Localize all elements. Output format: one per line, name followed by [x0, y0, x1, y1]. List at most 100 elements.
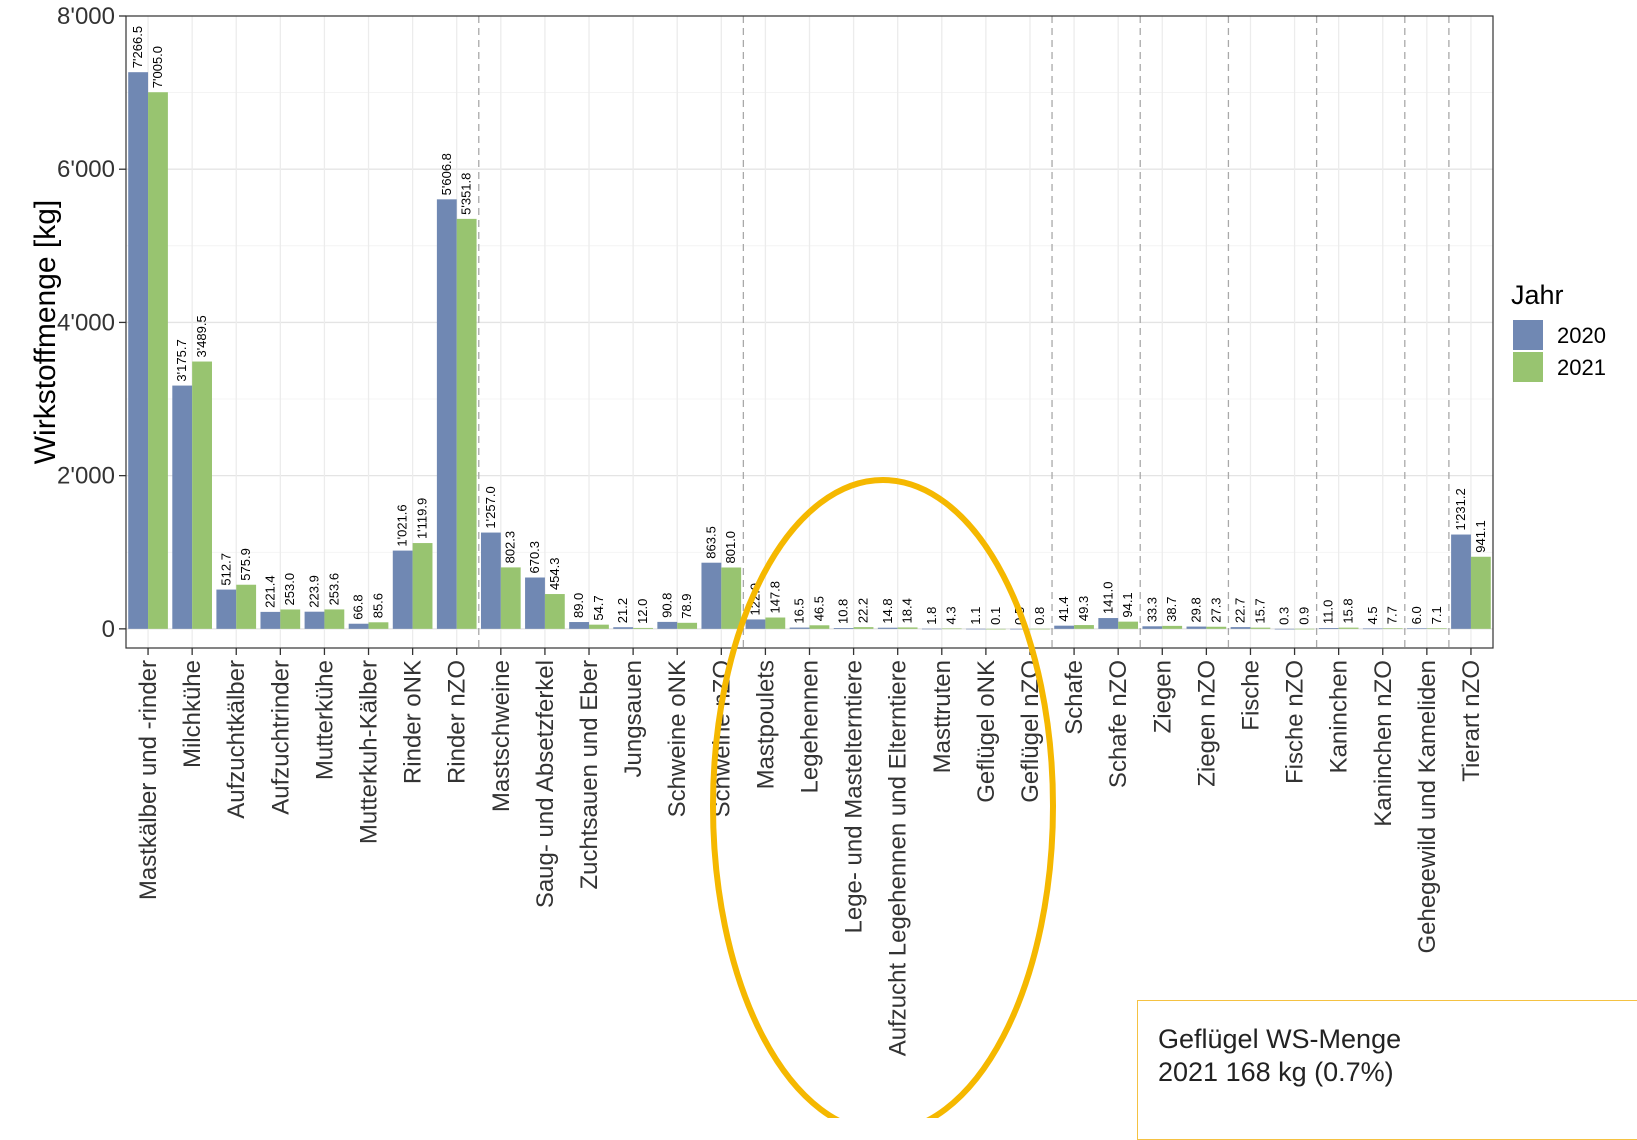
bar-label-2020-27: 0.3 — [1277, 607, 1292, 625]
bar-2020-20 — [966, 628, 986, 630]
bar-label-2020-5: 223.9 — [307, 575, 322, 608]
bar-label-2020-12: 21.2 — [615, 598, 630, 623]
bar-label-2021-5: 253.6 — [326, 573, 341, 606]
bar-label-2020-29: 4.5 — [1365, 606, 1380, 624]
bar-label-2020-10: 670.3 — [527, 541, 542, 574]
bar-label-2021-18: 18.4 — [900, 598, 915, 623]
chart-grid — [126, 15, 1493, 648]
legend-key-2021 — [1513, 352, 1543, 382]
x-tick-label: Fische nZO — [1282, 660, 1309, 784]
bar-label-2020-30: 6.0 — [1409, 606, 1424, 624]
bar-2020-21 — [1010, 628, 1030, 630]
bar-label-2021-21: 0.8 — [1032, 607, 1047, 625]
bar-2021-19 — [941, 628, 962, 630]
bar-2021-22 — [1074, 625, 1094, 629]
bar-2021-29 — [1382, 628, 1403, 629]
bar-2021-28 — [1338, 627, 1359, 629]
bar-2021-30 — [1426, 628, 1447, 629]
bar-label-2021-31: 941.1 — [1473, 520, 1488, 553]
bar-label-2020-13: 90.8 — [659, 593, 674, 618]
bar-2021-12 — [633, 627, 653, 629]
bar-2020-2 — [172, 385, 193, 629]
bar-label-2021-16: 46.5 — [811, 596, 826, 621]
bar-2021-25 — [1206, 626, 1227, 629]
y-tick-label: 2'000 — [57, 463, 115, 490]
x-tick-label: Schafe — [1061, 660, 1088, 735]
legend-label-2021: 2021 — [1557, 355, 1606, 380]
bar-label-2021-2: 3'489.5 — [194, 315, 209, 357]
bar-2021-20 — [985, 628, 1006, 630]
x-tick-label: Legehennen — [797, 660, 824, 793]
bar-label-2020-17: 10.8 — [836, 599, 851, 624]
x-tick-label: Gehegewild und Kameliden — [1414, 660, 1441, 954]
bar-2021-15 — [765, 617, 786, 629]
bar-2020-1 — [128, 72, 149, 629]
group-separators — [478, 16, 1450, 648]
bar-2020-9 — [480, 532, 501, 629]
y-tick-label: 8'000 — [57, 3, 115, 30]
bar-label-2020-22: 41.4 — [1056, 596, 1071, 621]
bar-label-2020-23: 141.0 — [1100, 582, 1115, 615]
bar-2021-6 — [368, 622, 389, 629]
bar-2020-19 — [921, 628, 942, 630]
x-tick-label: Tierart nZO — [1458, 660, 1485, 782]
bar-label-2021-30: 7.1 — [1429, 606, 1444, 624]
bar-2021-11 — [589, 624, 609, 629]
bar-label-2021-27: 0.9 — [1296, 607, 1311, 625]
y-axis-title: Wirkstoffmenge [kg] — [29, 200, 62, 465]
bar-label-2021-26: 15.7 — [1252, 598, 1267, 623]
x-tick-label: Aufzuchtrinder — [267, 660, 294, 815]
bar-label-2021-19: 4.3 — [944, 606, 959, 624]
bar-2020-27 — [1274, 628, 1295, 630]
legend: Jahr 2020 2021 — [1511, 280, 1606, 382]
bar-label-2020-2: 3'175.7 — [174, 339, 189, 381]
x-tick-label: Rinder nZO — [444, 660, 471, 784]
bar-label-2020-14: 863.5 — [703, 526, 718, 559]
bar-2021-27 — [1294, 628, 1315, 630]
bar-label-2020-24: 33.3 — [1144, 597, 1159, 622]
bar-label-2020-8: 5'606.8 — [439, 153, 454, 195]
x-tick-label: Lege- und Mastelterntiere — [841, 660, 868, 934]
bars — [128, 72, 1491, 630]
x-tick-label: Aufzucht Legehennen und Elterntiere — [885, 660, 912, 1056]
bar-2020-12 — [613, 627, 634, 629]
bar-label-2021-20: 0.1 — [988, 607, 1003, 625]
bar-label-2021-6: 85.6 — [370, 593, 385, 618]
bar-2021-31 — [1470, 556, 1491, 629]
bar-label-2020-1: 7'266.5 — [130, 26, 145, 68]
bar-2020-5 — [304, 611, 325, 629]
bar-label-2021-10: 454.3 — [547, 557, 562, 590]
x-tick-label: Mastkälber und -rinder — [135, 660, 162, 900]
bar-label-2021-4: 253.0 — [282, 573, 297, 606]
y-tick-label: 6'000 — [57, 156, 115, 183]
bar-2020-15 — [745, 619, 766, 629]
bar-2021-2 — [192, 361, 212, 629]
bar-label-2021-1: 7'005.0 — [150, 46, 165, 88]
bar-2021-5 — [324, 609, 345, 629]
bar-label-2021-14: 801.0 — [723, 531, 738, 564]
bar-2020-3 — [216, 589, 237, 629]
x-tick-label: Fische — [1237, 660, 1264, 731]
x-tick-label: Mutterkuh-Kälber — [356, 660, 383, 844]
bar-2021-13 — [677, 622, 698, 629]
bar-label-2021-22: 49.3 — [1076, 596, 1091, 621]
bar-label-2020-19: 1.8 — [924, 607, 939, 625]
bar-label-2020-18: 14.8 — [880, 598, 895, 623]
bar-2021-23 — [1118, 621, 1139, 629]
bar-2020-28 — [1318, 628, 1339, 629]
bar-label-2021-23: 94.1 — [1120, 592, 1135, 617]
bar-label-2020-25: 29.8 — [1188, 597, 1203, 622]
bar-2020-30 — [1407, 628, 1427, 629]
bar-2020-25 — [1186, 626, 1207, 629]
y-tick-label: 0 — [102, 616, 115, 643]
bar-label-2021-12: 12.0 — [635, 599, 650, 624]
bar-label-2020-26: 22.7 — [1233, 598, 1248, 623]
bar-2021-1 — [148, 92, 168, 629]
bar-2020-26 — [1230, 627, 1251, 629]
x-tick-label: Aufzuchtkälber — [223, 660, 250, 819]
x-tick-label: Zuchtsauen und Eber — [576, 660, 603, 890]
bar-label-2020-31: 1'231.2 — [1453, 488, 1468, 530]
x-tick-label: Ziegen nZO — [1193, 660, 1220, 787]
bar-label-2021-13: 78.9 — [679, 593, 694, 618]
bar-2020-23 — [1098, 618, 1119, 629]
